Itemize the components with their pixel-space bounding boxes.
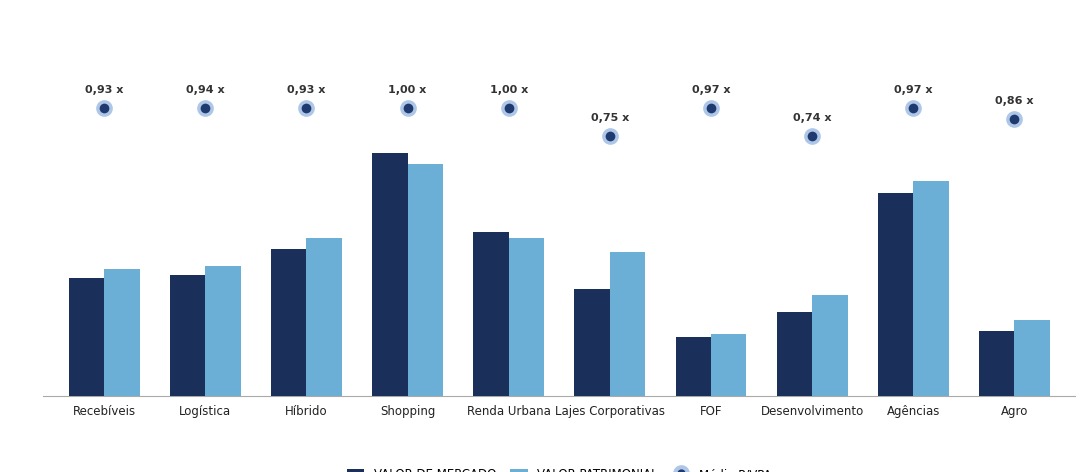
Bar bbox=[372, 153, 407, 396]
Bar bbox=[306, 238, 342, 396]
Bar bbox=[473, 232, 508, 396]
Bar bbox=[407, 164, 443, 396]
Text: 0,97 x: 0,97 x bbox=[894, 85, 933, 95]
Text: 1,00 x: 1,00 x bbox=[389, 85, 427, 95]
Bar bbox=[508, 238, 544, 396]
Text: 0,93 x: 0,93 x bbox=[85, 85, 124, 95]
Bar bbox=[980, 331, 1014, 396]
Bar bbox=[169, 275, 205, 396]
Bar bbox=[913, 181, 949, 396]
Text: 0,75 x: 0,75 x bbox=[591, 113, 629, 123]
Legend: VALOR DE MERCADO, VALOR PATRIMONIAL, Média P/VPA: VALOR DE MERCADO, VALOR PATRIMONIAL, Méd… bbox=[342, 464, 776, 472]
Bar bbox=[776, 312, 812, 396]
Text: 0,93 x: 0,93 x bbox=[287, 85, 326, 95]
Bar bbox=[574, 289, 610, 396]
Bar bbox=[68, 278, 104, 396]
Bar bbox=[610, 252, 645, 396]
Bar bbox=[812, 295, 847, 396]
Bar bbox=[104, 269, 139, 396]
Bar bbox=[205, 266, 241, 396]
Text: 0,74 x: 0,74 x bbox=[793, 113, 832, 123]
Text: 0,97 x: 0,97 x bbox=[692, 85, 730, 95]
Bar bbox=[877, 193, 913, 396]
Text: 1,00 x: 1,00 x bbox=[490, 85, 528, 95]
Text: 0,86 x: 0,86 x bbox=[995, 96, 1034, 106]
Bar bbox=[1014, 320, 1050, 396]
Bar bbox=[711, 334, 746, 396]
Bar bbox=[675, 337, 711, 396]
Bar bbox=[272, 249, 306, 396]
Text: 0,94 x: 0,94 x bbox=[186, 85, 225, 95]
Text: VALOR DE MERCADO x VALOR PATRIMONIAL: VALOR DE MERCADO x VALOR PATRIMONIAL bbox=[406, 13, 680, 26]
